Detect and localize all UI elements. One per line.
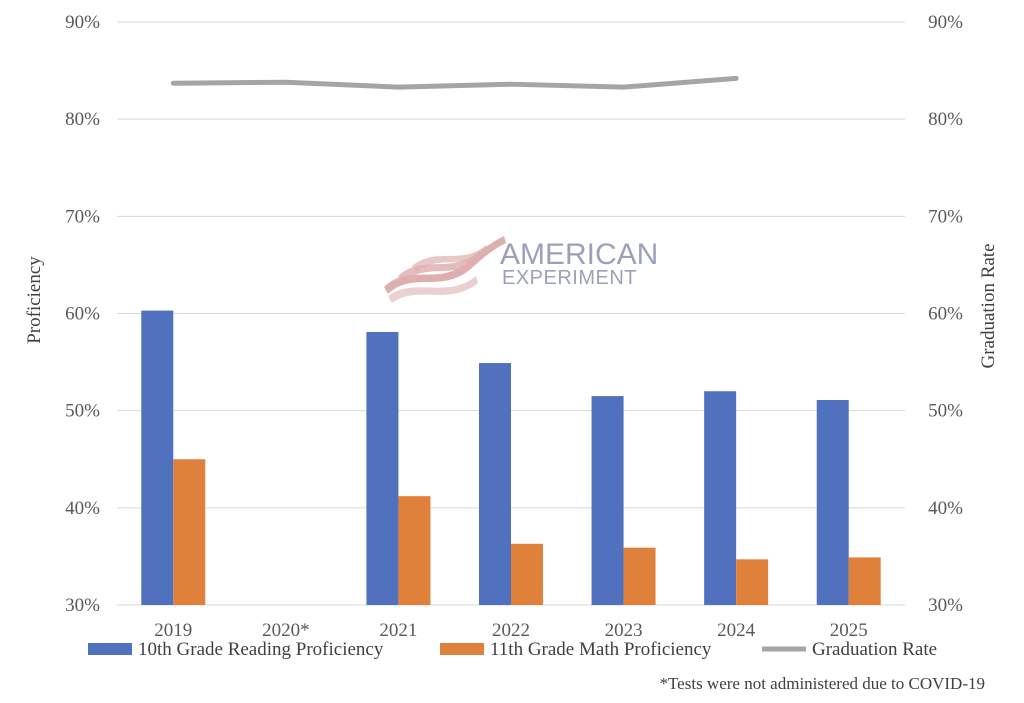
y-tick-label: 30% bbox=[65, 595, 100, 616]
bar-math bbox=[173, 459, 206, 605]
x-tick-label: 2024 bbox=[717, 620, 756, 641]
y-tick-label: 80% bbox=[65, 109, 100, 130]
x-tick-label: 2021 bbox=[379, 620, 417, 641]
line-series bbox=[170, 75, 739, 90]
legend-label-reading: 10th Grade Reading Proficiency bbox=[138, 639, 384, 660]
right-axis-ticks: 30% 40% 50% 60% 70% 80% 90% bbox=[928, 12, 963, 616]
legend-label-math: 11th Grade Math Proficiency bbox=[490, 639, 712, 660]
bars bbox=[141, 310, 881, 605]
logo-line2: EXPERIMENT bbox=[502, 267, 637, 289]
bar-math bbox=[736, 559, 769, 605]
x-tick-label: 2023 bbox=[605, 620, 643, 641]
bar-math bbox=[511, 543, 543, 605]
legend-label-graduation: Graduation Rate bbox=[812, 639, 937, 660]
y-tick-label: 40% bbox=[65, 498, 100, 519]
bar-reading bbox=[816, 399, 849, 605]
flag-logo-icon bbox=[384, 236, 506, 303]
y2-tick-label: 50% bbox=[928, 401, 963, 422]
y2-tick-label: 30% bbox=[928, 595, 963, 616]
y-tick-label: 70% bbox=[65, 206, 100, 227]
y2-tick-label: 40% bbox=[928, 498, 963, 519]
bar-reading bbox=[366, 331, 399, 605]
footnote: *Tests were not administered due to COVI… bbox=[659, 674, 985, 693]
y-tick-label: 60% bbox=[65, 304, 100, 325]
bar-reading bbox=[479, 363, 511, 605]
x-tick-label: 2020* bbox=[262, 620, 310, 641]
y-tick-label: 90% bbox=[65, 12, 100, 33]
bar-math bbox=[623, 547, 656, 605]
legend-swatch-math bbox=[440, 643, 484, 655]
y2-axis-title: Graduation Rate bbox=[978, 243, 999, 368]
left-axis-ticks: 30% 40% 50% 60% 70% 80% 90% bbox=[65, 12, 100, 616]
y2-tick-label: 80% bbox=[928, 109, 963, 130]
y2-tick-label: 60% bbox=[928, 304, 963, 325]
x-axis-ticks: 2019 2020* 2021 2022 2023 2024 2025 bbox=[154, 620, 867, 641]
x-tick-label: 2022 bbox=[492, 620, 530, 641]
bar-reading bbox=[704, 391, 737, 605]
bar-math bbox=[398, 496, 431, 605]
legend-swatch-reading bbox=[88, 643, 132, 655]
graduation-rate-line bbox=[170, 75, 739, 90]
y2-tick-label: 70% bbox=[928, 206, 963, 227]
bar-math bbox=[848, 557, 881, 605]
logo-line1: AMERICAN bbox=[500, 238, 658, 271]
x-tick-label: 2025 bbox=[830, 620, 868, 641]
legend: 10th Grade Reading Proficiency 11th Grad… bbox=[88, 639, 937, 660]
y2-tick-label: 90% bbox=[928, 12, 963, 33]
bar-reading bbox=[591, 396, 624, 605]
american-experiment-logo: AMERICAN EXPERIMENT bbox=[384, 236, 658, 303]
bar-reading bbox=[141, 310, 174, 605]
y-axis-title: Proficiency bbox=[24, 256, 45, 344]
y-tick-label: 50% bbox=[65, 401, 100, 422]
x-tick-label: 2019 bbox=[154, 620, 192, 641]
